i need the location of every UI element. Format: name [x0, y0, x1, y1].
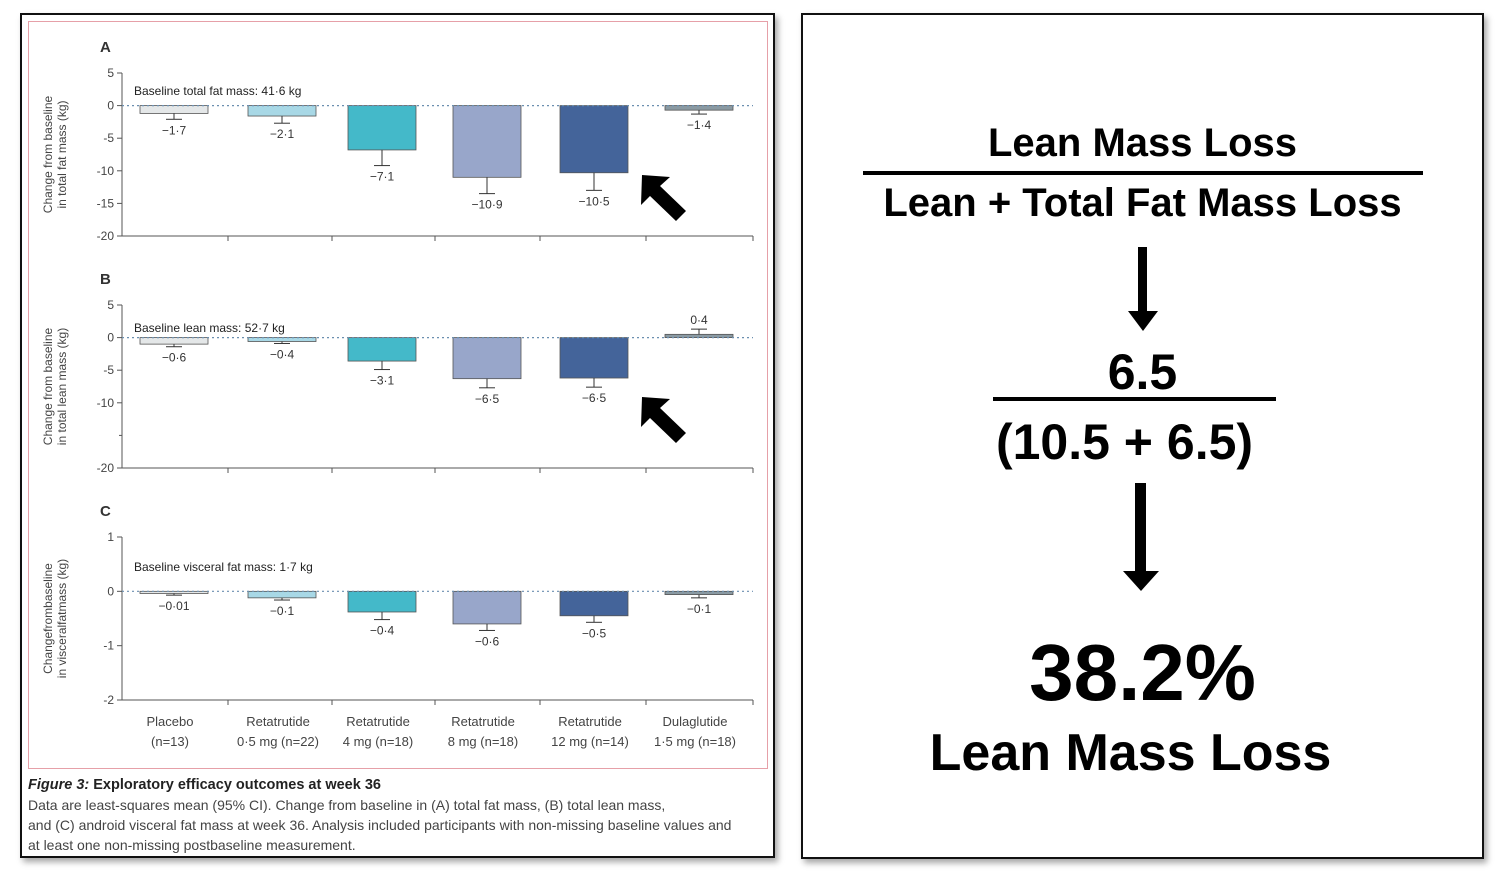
data-label: −7·1 [370, 170, 395, 184]
data-label: −0·1 [687, 602, 712, 616]
y-tick-label: -20 [97, 229, 115, 243]
x-category-label: Retatrutide [346, 714, 410, 729]
data-label: −1·7 [162, 123, 187, 137]
down-arrow-icon [1123, 483, 1159, 591]
data-label: −3·1 [370, 374, 395, 388]
y-tick-label: -15 [97, 196, 115, 210]
caption-line-1: Data are least-squares mean (95% CI). Ch… [28, 797, 666, 813]
bar [452, 105, 522, 178]
y-tick-label: -10 [97, 164, 115, 178]
caption-line-3: at least one non-missing postbaseline me… [28, 837, 356, 853]
y-axis-title: Changefrombaselinein visceralfatmass (kg… [41, 559, 69, 678]
bar [139, 105, 209, 114]
bar [664, 105, 734, 111]
x-category-label: Dulaglutide [662, 714, 727, 729]
data-label: −0·1 [270, 604, 295, 618]
bar [452, 590, 522, 625]
bar [247, 105, 317, 117]
down-arrow-icon [1128, 247, 1158, 331]
panel-label: C [100, 503, 111, 520]
result-label: Lean Mass Loss [929, 724, 1332, 782]
caption-title: Figure 3: Exploratory efficacy outcomes … [28, 775, 770, 795]
y-tick-label: -1 [103, 639, 114, 653]
value-numerator: 6.5 [1107, 344, 1178, 400]
y-tick-label: 0 [107, 584, 114, 598]
fraction-bar-values [993, 397, 1276, 401]
y-axis-title: Change from baselinein total lean mass (… [41, 327, 69, 445]
x-category-sublabel: 8 mg (n=18) [448, 734, 518, 749]
data-label: −1·4 [687, 118, 712, 132]
y-axis-title: Change from baselinein total fat mass (k… [41, 95, 69, 213]
y-tick-label: -5 [103, 131, 114, 145]
data-label: −0·6 [475, 634, 500, 648]
x-category-label: Retatrutide [246, 714, 310, 729]
y-tick-label: -5 [103, 363, 114, 377]
bar [347, 590, 417, 613]
data-label: −0·6 [162, 351, 187, 365]
y-tick-label: -20 [97, 461, 115, 475]
x-category-label: Retatrutide [451, 714, 515, 729]
x-category-label: Retatrutide [558, 714, 622, 729]
data-label: −0·5 [582, 626, 607, 640]
baseline-note: Baseline visceral fat mass: 1·7 kg [134, 560, 313, 574]
data-label: −2·1 [270, 127, 295, 141]
figure-caption: Figure 3: Exploratory efficacy outcomes … [28, 775, 770, 855]
y-tick-label: 1 [107, 530, 114, 544]
y-tick-label: 0 [107, 99, 114, 113]
x-category-sublabel: 4 mg (n=18) [343, 734, 413, 749]
figure-frame [28, 21, 768, 769]
formula-numerator: Lean Mass Loss [987, 121, 1297, 165]
panel-label: A [100, 39, 111, 56]
bar [559, 105, 629, 174]
data-label: −10·5 [578, 194, 609, 208]
bar [559, 337, 629, 379]
data-label: −6·5 [582, 391, 607, 405]
panel-label: B [100, 271, 111, 288]
x-category-sublabel: 12 mg (n=14) [551, 734, 629, 749]
bar [452, 337, 522, 380]
y-tick-label: 5 [107, 298, 114, 312]
data-label: −0·4 [270, 347, 295, 361]
y-tick-label: -2 [103, 693, 114, 707]
caption-title-text: Exploratory efficacy outcomes at week 36 [89, 777, 381, 793]
bar [347, 337, 417, 362]
x-category-sublabel: (n=13) [151, 734, 189, 749]
result-percentage: 38.2% [1029, 628, 1256, 717]
baseline-note: Baseline lean mass: 52·7 kg [134, 321, 285, 335]
fraction-bar-formula [863, 171, 1423, 175]
bar [139, 337, 209, 345]
pointer-arrow-icon [641, 397, 686, 443]
caption-figure-number: Figure 3: [28, 777, 90, 793]
pointer-arrow-icon [641, 175, 686, 221]
y-tick-label: 0 [107, 331, 114, 345]
data-label: −0·4 [370, 624, 395, 638]
data-label: −0·01 [158, 599, 189, 613]
x-category-sublabel: 0·5 mg (n=22) [237, 734, 319, 749]
bar [559, 590, 629, 617]
bar [347, 105, 417, 151]
data-label: −10·9 [471, 198, 502, 212]
y-tick-label: -10 [97, 396, 115, 410]
y-tick-label: 5 [107, 66, 114, 80]
baseline-note: Baseline total fat mass: 41·6 kg [134, 84, 301, 98]
calculation-panel: Lean Mass Loss Lean + Total Fat Mass Los… [801, 13, 1484, 859]
data-label: 0·4 [690, 313, 708, 327]
caption-line-2: and (C) android visceral fat mass at wee… [28, 817, 732, 833]
data-label: −6·5 [475, 392, 500, 406]
formula-denominator: Lean + Total Fat Mass Loss [883, 181, 1402, 225]
x-category-sublabel: 1·5 mg (n=18) [654, 734, 736, 749]
bar [247, 590, 317, 599]
value-denominator: (10.5 + 6.5) [995, 414, 1254, 470]
figure-panel: A 5 0 -5 -10 -15 -20 Change from baselinein tot… [20, 13, 775, 858]
x-category-label: Placebo [147, 714, 194, 729]
